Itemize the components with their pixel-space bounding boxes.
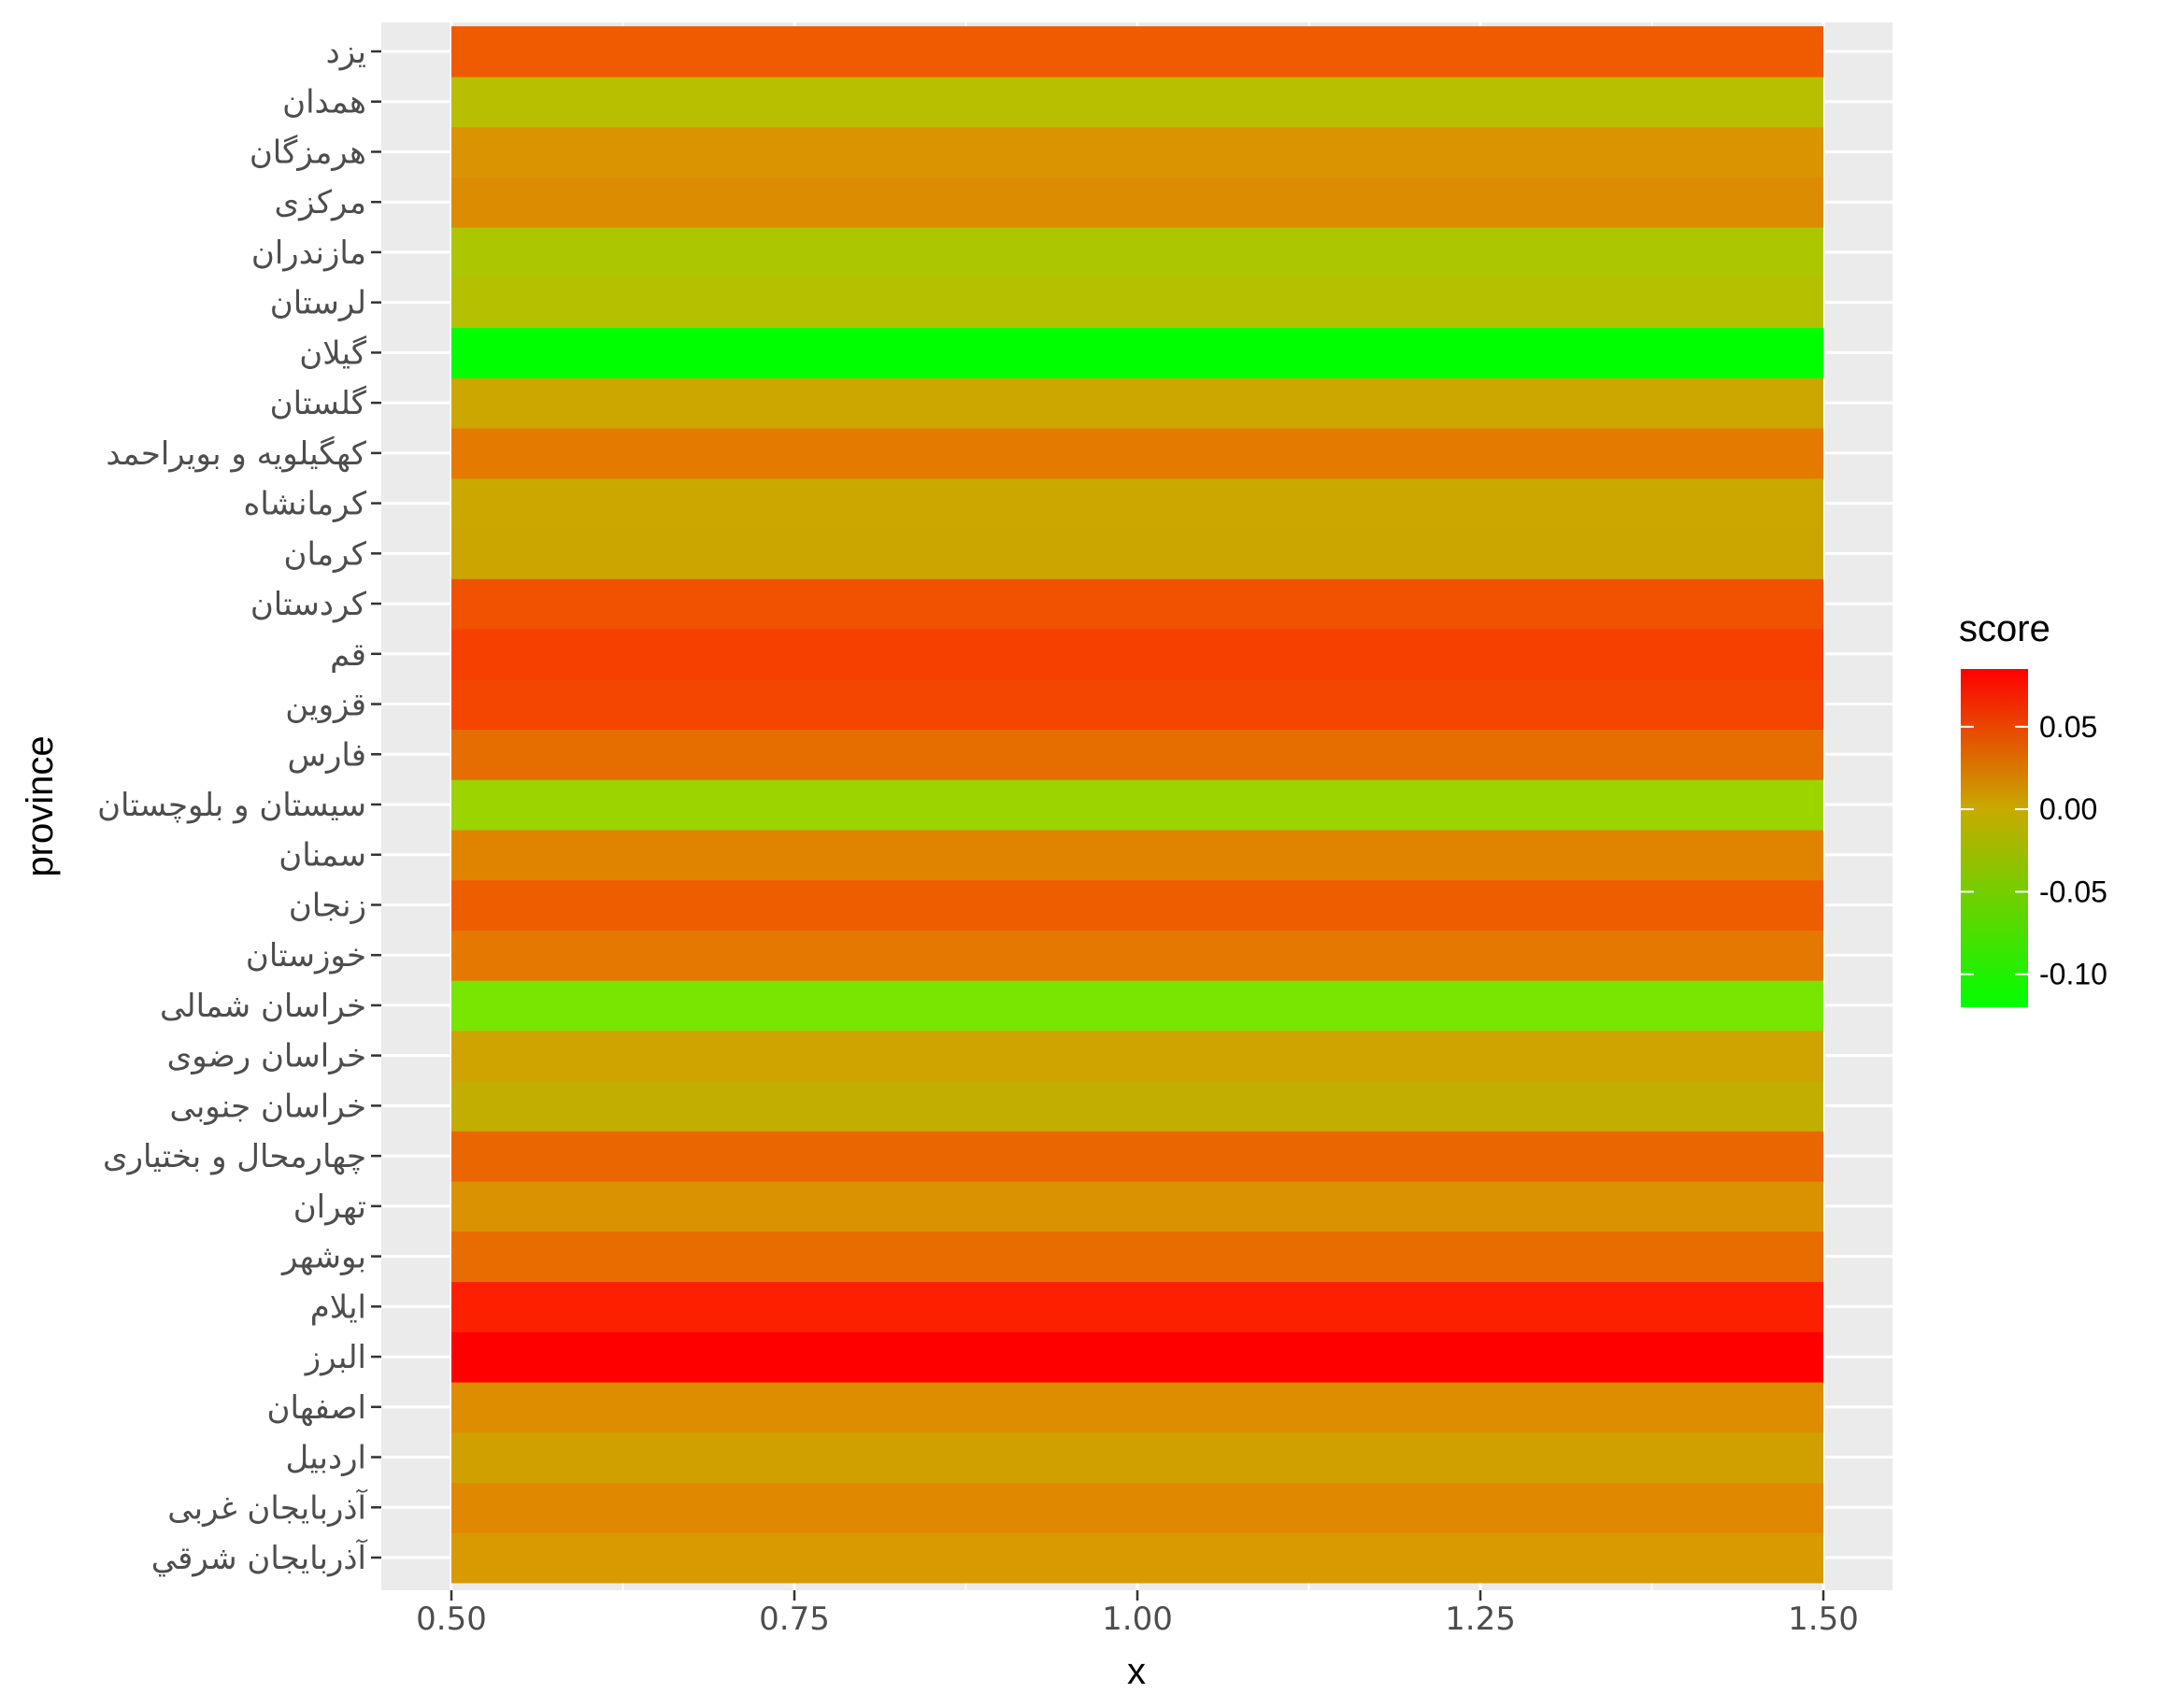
heatmap-cell <box>451 76 1823 128</box>
y-tick-label: اردبیل <box>286 1440 366 1477</box>
y-tick-label: مازندران <box>251 235 366 272</box>
y-tick-label: البرز <box>304 1339 366 1376</box>
heatmap-cell <box>451 829 1823 881</box>
y-tick-label: اصفهان <box>266 1389 366 1427</box>
y-tick-label: زنجان <box>289 887 366 924</box>
y-tick-label: کهگیلویه و بویراحمد <box>106 435 366 473</box>
y-tick-label: مرکزی <box>274 184 366 221</box>
heatmap-cell <box>451 227 1823 278</box>
heatmap-cell <box>451 277 1823 329</box>
y-tick-label: آذربايجان شرقي <box>151 1539 368 1577</box>
x-tick-label: 0.75 <box>759 1601 830 1638</box>
y-tick-label: سیستان و بلوچستان <box>97 787 366 824</box>
y-tick-label: کرمان <box>284 535 367 573</box>
heatmap-cell <box>451 578 1823 630</box>
heatmap-cell <box>451 1281 1823 1332</box>
heatmap-cell <box>451 1080 1823 1132</box>
heatmap-cell <box>451 628 1823 680</box>
heatmap-cell <box>451 678 1823 730</box>
y-tick-label: خراسان شمالی <box>160 988 366 1025</box>
y-tick-label: ایلام <box>310 1288 366 1326</box>
y-tick-label: خراسان جنوبی <box>170 1088 367 1125</box>
y-axis-title: province <box>20 735 61 876</box>
y-tick-label: بوشهر <box>280 1239 366 1276</box>
x-axis: 0.50 0.75 1.00 1.25 1.50 <box>416 1590 1859 1638</box>
legend-colorbar <box>1961 669 2028 1007</box>
y-tick-label: کردستان <box>250 586 367 623</box>
heatmap-cells <box>451 26 1823 1584</box>
heatmap-cell <box>451 528 1823 579</box>
legend-tick-label: -0.10 <box>2039 958 2107 991</box>
y-axis: آذربايجان شرقي آذربایجان غربی اردبیل اصفهان… <box>97 34 381 1577</box>
heatmap-cell <box>451 477 1823 530</box>
y-tick-label: قم <box>330 636 366 674</box>
y-tick-label: قزوین <box>285 687 366 724</box>
legend-ticks: 0.05 0.00 -0.05 -0.10 <box>1961 710 2107 991</box>
heatmap-cell <box>451 377 1823 429</box>
y-tick-label: فارس <box>287 736 366 774</box>
y-tick-label: لرستان <box>270 285 366 322</box>
heatmap-cell <box>451 1030 1823 1082</box>
heatmap-cell <box>451 177 1823 228</box>
y-tick-label: سمنان <box>279 837 366 875</box>
heatmap-cell <box>451 930 1823 981</box>
heatmap-cell <box>451 1431 1823 1483</box>
legend-tick-label: 0.05 <box>2039 710 2097 744</box>
y-tick-label: آذربایجان غربی <box>167 1488 367 1527</box>
heatmap-cell <box>451 1381 1823 1433</box>
heatmap-cell <box>451 1231 1823 1283</box>
legend-tick-label: -0.05 <box>2039 875 2107 908</box>
legend: score 0.05 0.00 -0.05 -0.10 <box>1959 608 2107 1007</box>
y-tick-label: تهران <box>293 1188 366 1226</box>
heatmap-cell <box>451 327 1823 378</box>
x-tick-label: 1.50 <box>1788 1601 1859 1638</box>
x-tick-label: 1.25 <box>1445 1601 1516 1638</box>
heatmap-cell <box>451 26 1823 78</box>
y-tick-label: خوزستان <box>246 937 366 975</box>
heatmap-cell <box>451 428 1823 479</box>
heatmap-cell <box>451 1331 1823 1383</box>
x-axis-title: x <box>1127 1651 1146 1692</box>
heatmap-cell <box>451 1482 1823 1533</box>
heatmap-cell <box>451 126 1823 178</box>
y-tick-label: گیلان <box>299 334 367 372</box>
y-tick-label: خراسان رضوی <box>167 1038 366 1075</box>
heatmap-cell <box>451 1181 1823 1232</box>
legend-title: score <box>1959 608 2050 649</box>
y-tick-label: کرمانشاه <box>244 486 367 523</box>
heatmap-cell <box>451 879 1823 931</box>
legend-tick-label: 0.00 <box>2039 792 2097 826</box>
y-tick-label: یزد <box>326 34 366 71</box>
heatmap-cell <box>451 1131 1823 1182</box>
heatmap-cell <box>451 980 1823 1032</box>
heatmap-cell <box>451 779 1823 831</box>
heatmap-cell <box>451 1532 1823 1584</box>
x-tick-label: 0.50 <box>416 1601 487 1638</box>
y-tick-label: چهارمحال و بختیاری <box>103 1138 366 1175</box>
y-tick-label: گلستان <box>270 385 367 422</box>
y-tick-label: هرمزگان <box>250 134 366 171</box>
x-tick-label: 1.00 <box>1102 1601 1173 1638</box>
y-tick-label: همدان <box>282 84 366 121</box>
heatmap-cell <box>451 729 1823 780</box>
